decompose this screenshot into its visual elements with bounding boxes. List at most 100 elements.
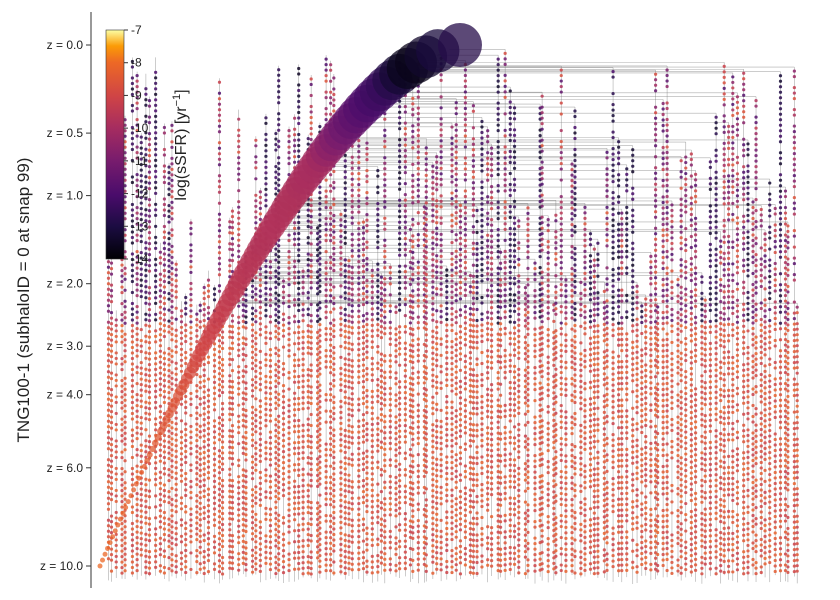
halo-point: [189, 479, 193, 484]
halo-point: [339, 432, 343, 436]
halo-point: [388, 392, 392, 396]
halo-point: [130, 147, 135, 152]
halo-point: [109, 316, 114, 320]
halo-point: [135, 145, 139, 149]
halo-point: [254, 199, 258, 203]
halo-point: [237, 244, 241, 248]
halo-point: [154, 384, 158, 388]
halo-point: [114, 351, 118, 355]
halo-point: [445, 548, 449, 553]
halo-point: [237, 530, 241, 534]
halo-point: [277, 260, 281, 264]
halo-point: [158, 481, 162, 485]
halo-point: [309, 385, 313, 389]
halo-point: [109, 349, 114, 353]
halo-point: [361, 324, 366, 329]
halo-point: [120, 334, 124, 339]
halo-point: [329, 530, 333, 534]
halo-point: [388, 474, 392, 478]
halo-point: [332, 76, 336, 80]
halo-point: [217, 289, 222, 293]
halo-point: [274, 527, 278, 532]
halo-point: [106, 293, 111, 297]
halo-point: [376, 383, 380, 387]
halo-point: [109, 261, 114, 265]
halo-point: [431, 544, 435, 548]
halo-point: [324, 288, 328, 292]
halo-point: [306, 538, 310, 542]
halo-point: [281, 494, 286, 498]
halo-point: [114, 560, 118, 564]
halo-point: [287, 458, 291, 463]
halo-point: [106, 348, 111, 352]
halo-point: [202, 472, 206, 477]
halo-point: [388, 293, 392, 297]
halo-point: [365, 454, 369, 459]
halo-point: [170, 442, 174, 446]
halo-point: [281, 323, 286, 327]
halo-point: [147, 517, 152, 521]
halo-point: [350, 320, 354, 324]
halo-point: [147, 209, 152, 213]
halo-point: [416, 321, 420, 325]
halo-point: [123, 354, 127, 358]
halo-point: [287, 447, 291, 452]
halo-point: [287, 128, 291, 133]
halo-point: [370, 329, 374, 333]
halo-point: [287, 403, 291, 408]
halo-point: [277, 266, 281, 270]
halo-point: [357, 457, 361, 462]
halo-point: [212, 397, 217, 401]
halo-point: [383, 128, 387, 132]
halo-point: [174, 460, 178, 464]
halo-point: [450, 147, 454, 151]
halo-point: [357, 149, 361, 154]
halo-point: [383, 227, 387, 231]
halo-point: [206, 361, 211, 365]
halo-point: [445, 345, 449, 349]
halo-point: [450, 240, 454, 245]
halo-point: [264, 418, 268, 422]
halo-point: [162, 565, 167, 570]
halo-point: [228, 517, 232, 521]
halo-point: [287, 541, 291, 545]
halo-point: [318, 416, 322, 420]
halo-point: [237, 563, 241, 567]
halo-point: [254, 562, 258, 566]
halo-point: [416, 563, 420, 567]
halo-point: [424, 349, 428, 353]
halo-point: [454, 310, 458, 314]
halo-point: [154, 76, 158, 80]
halo-point: [445, 515, 449, 520]
halo-point: [254, 358, 258, 362]
halo-point: [154, 114, 158, 118]
halo-point: [383, 321, 387, 325]
halo-point: [277, 546, 281, 550]
halo-point: [237, 387, 241, 391]
halo-point: [281, 422, 286, 426]
halo-point: [130, 76, 135, 80]
halo-point: [435, 342, 439, 346]
halo-point: [250, 559, 255, 563]
halo-point: [398, 352, 402, 356]
halo-point: [109, 415, 114, 419]
halo-point: [198, 507, 202, 511]
halo-point: [202, 533, 206, 537]
halo-point: [416, 370, 420, 374]
halo-point: [144, 521, 148, 525]
halo-point: [343, 164, 347, 169]
halo-point: [343, 450, 347, 455]
halo-point: [297, 567, 301, 571]
halo-point: [254, 463, 258, 467]
halo-point: [212, 292, 217, 296]
halo-point: [120, 565, 124, 570]
halo-point: [357, 243, 361, 247]
halo-point: [287, 513, 291, 518]
halo-point: [220, 456, 225, 461]
halo-point: [281, 516, 286, 520]
halo-point: [139, 289, 143, 293]
halo-point: [154, 373, 158, 377]
halo-point: [403, 456, 407, 461]
halo-point: [228, 390, 232, 394]
halo-point: [120, 406, 124, 410]
